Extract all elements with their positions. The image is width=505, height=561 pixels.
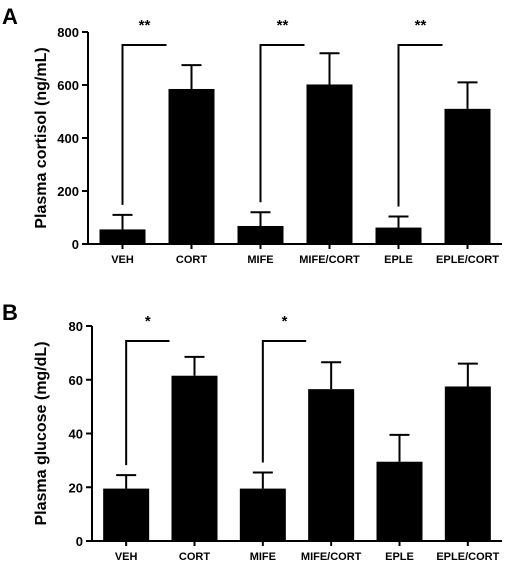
b-y-tick-label: 0 — [76, 534, 83, 549]
a-significance-bracket — [397, 44, 443, 207]
a-y-tick-label: 400 — [57, 131, 79, 146]
a-significance-label: ** — [415, 17, 427, 34]
b-bar-mife-cort — [308, 389, 355, 541]
a-x-tick-label: MIFE — [247, 254, 273, 266]
b-x-tick-label: MIFE/CORT — [301, 551, 362, 561]
b-significance-label: * — [282, 313, 288, 330]
a-y-tick-label: 0 — [72, 237, 79, 252]
b-bar-veh — [103, 488, 150, 541]
a-y-tick-label: 200 — [57, 184, 79, 199]
b-bar-eple-cort — [444, 386, 491, 541]
a-bar-mife-cort — [306, 84, 353, 244]
a-x-tick-label: EPLE/CORT — [436, 254, 499, 266]
a-bar-eple-cort — [444, 108, 491, 244]
a-bar-mife — [237, 225, 284, 244]
b-bar-eple — [376, 461, 423, 541]
b-bar-cort — [171, 375, 218, 541]
a-x-tick-label: CORT — [176, 254, 207, 266]
a-x-tick-label: VEH — [111, 254, 134, 266]
panel-b-glucose-chart: 0 20 40 60 80 Plasma glucose (mg/dL) VEH CORT MI… — [33, 313, 502, 561]
a-significance-label: ** — [139, 17, 151, 34]
b-x-tick-label: EPLE/CORT — [436, 551, 499, 561]
a-significance-bracket — [121, 44, 167, 205]
b-significance-bracket — [261, 340, 307, 463]
a-bar-cort — [168, 88, 215, 244]
b-x-tick-label: CORT — [179, 551, 210, 561]
b-significance-label: * — [145, 313, 151, 330]
a-bar-veh — [99, 229, 146, 244]
b-y-tick-label: 60 — [69, 373, 83, 388]
b-x-tick-label: VEH — [115, 551, 138, 561]
a-y-axis-label: Plasma cortisol (ng/mL) — [33, 47, 50, 228]
a-y-tick-label: 800 — [57, 25, 79, 40]
a-x-tick-label: MIFE/CORT — [299, 254, 360, 266]
b-x-tick-label: MIFE — [250, 551, 276, 561]
panel-a-letter: A — [2, 4, 18, 29]
b-y-tick-label: 40 — [69, 427, 83, 442]
b-y-tick-label: 20 — [69, 480, 83, 495]
a-significance-bracket — [259, 44, 305, 203]
a-y-tick-label: 600 — [57, 78, 79, 93]
b-x-tick-label: EPLE — [385, 551, 414, 561]
a-significance-label: ** — [277, 17, 289, 34]
b-y-tick-label: 80 — [69, 319, 83, 334]
b-significance-bracket — [125, 340, 170, 466]
panel-a-cortisol-chart: 0 200 400 600 800 Plasma cortisol (ng/mL) VEH C… — [33, 17, 502, 266]
b-bar-mife — [239, 488, 286, 541]
b-y-axis-label: Plasma glucose (mg/dL) — [33, 341, 50, 525]
a-x-tick-label: EPLE — [384, 254, 413, 266]
a-bar-eple — [375, 227, 422, 244]
panel-b-letter: B — [2, 300, 18, 325]
